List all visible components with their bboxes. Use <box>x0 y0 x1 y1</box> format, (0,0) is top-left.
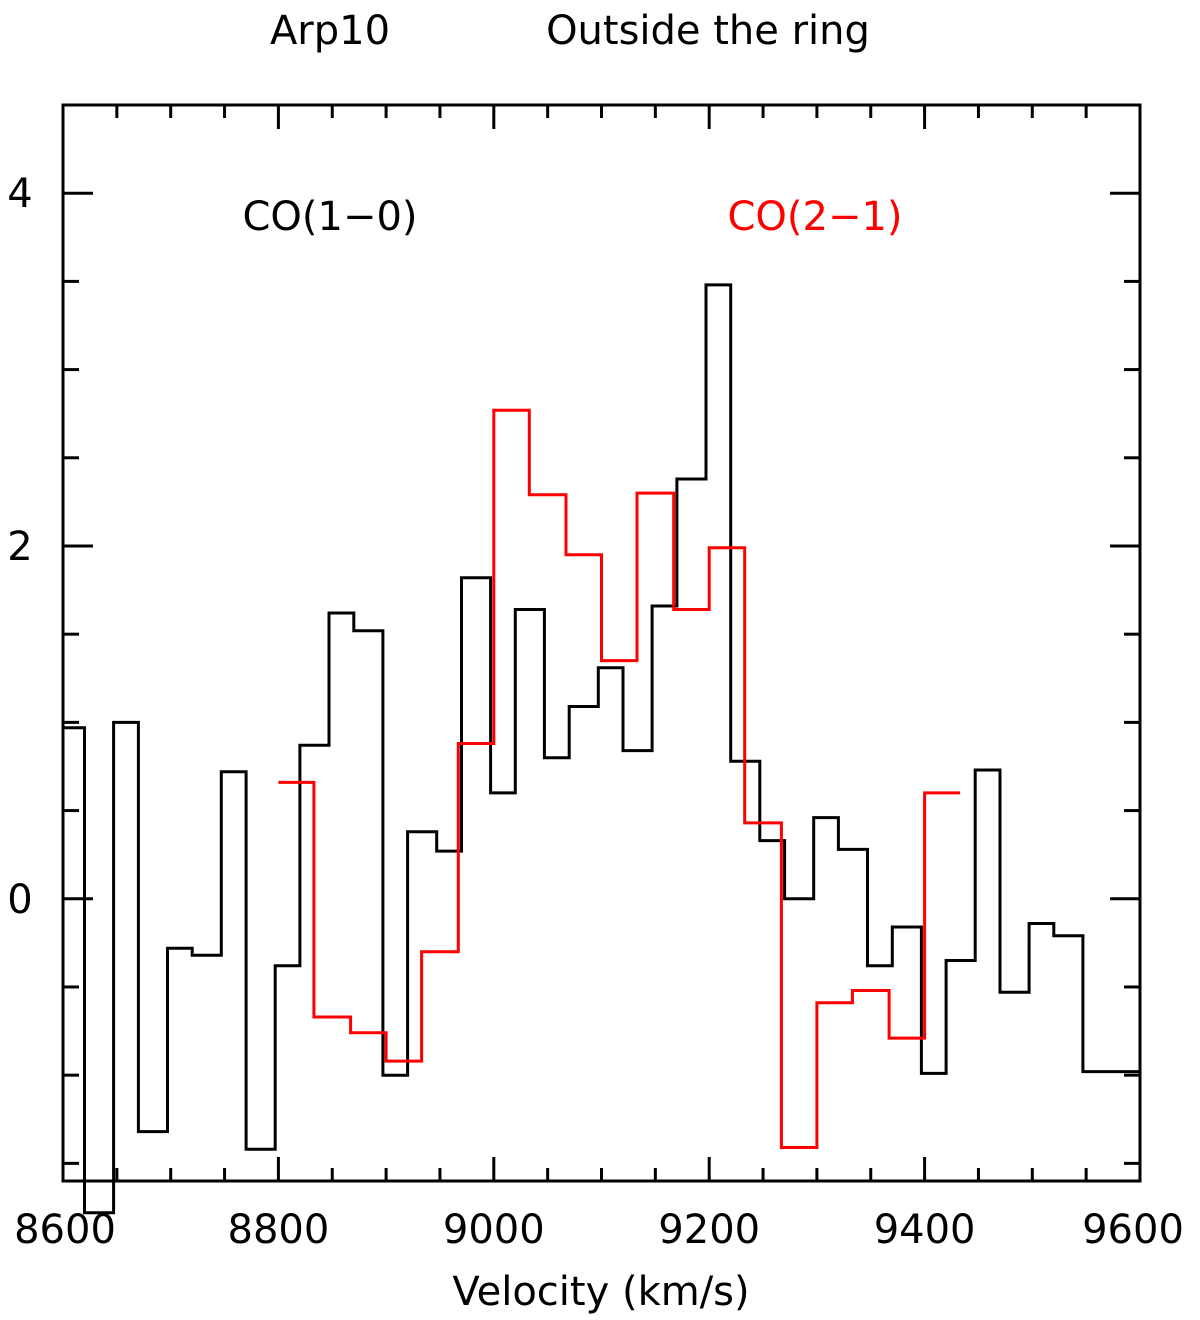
x-tick-label: 9600 <box>1082 1207 1184 1253</box>
x-tick-label: 8600 <box>14 1207 116 1253</box>
x-axis-label: Velocity (km/s) <box>452 1269 749 1315</box>
x-tick-label: 9200 <box>658 1207 760 1253</box>
chart-title-left: Arp10 <box>270 8 390 54</box>
y-tick-label: 4 <box>7 171 32 217</box>
series-line-co21 <box>278 408 961 1149</box>
ticks-layer <box>61 105 1142 1181</box>
legend-co21: CO(2−1) <box>727 194 902 240</box>
y-tick-label: 0 <box>7 877 32 923</box>
chart-title-right: Outside the ring <box>546 8 870 54</box>
legend-co10: CO(1−0) <box>242 194 417 240</box>
series-layer <box>63 283 1140 1215</box>
x-tick-label: 8800 <box>228 1207 330 1253</box>
tick-labels-layer: 8600 8800 9000 9200 9400 9600 0 2 4 <box>7 171 1184 1253</box>
y-tick-label: 2 <box>7 524 32 570</box>
x-tick-label: 9400 <box>874 1207 976 1253</box>
x-tick-label: 9000 <box>443 1207 545 1253</box>
series-line-co10 <box>63 283 1140 1215</box>
